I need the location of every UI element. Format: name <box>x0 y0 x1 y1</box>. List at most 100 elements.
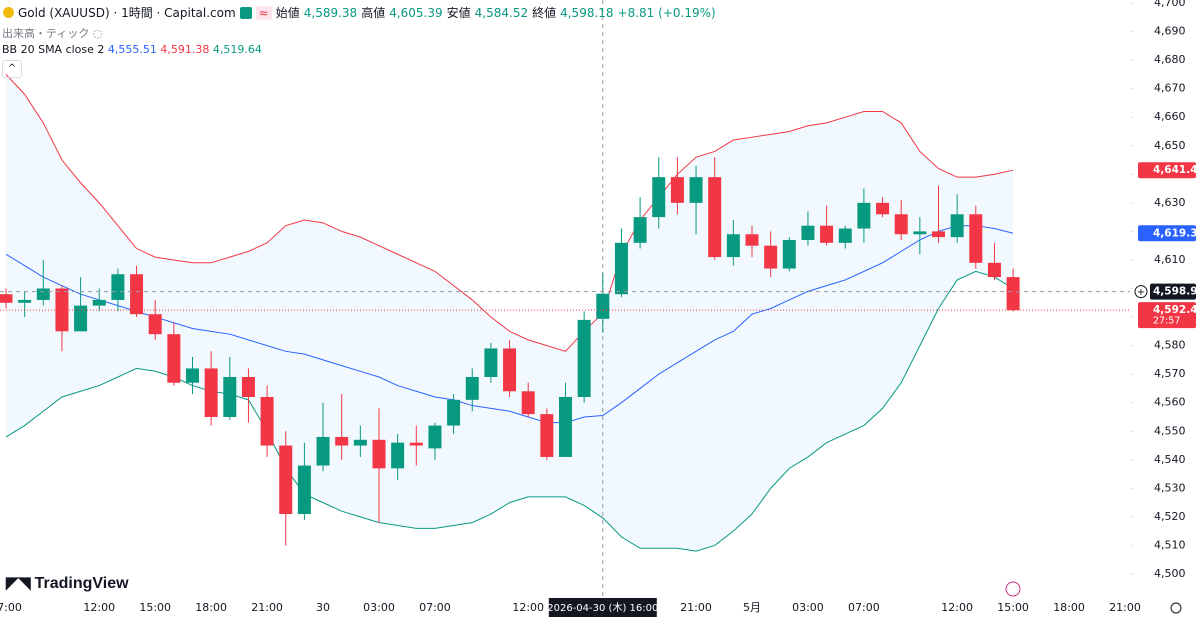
volume-label: 出来高・ティック <box>2 27 90 40</box>
eye-icon[interactable]: ◌ <box>92 27 103 40</box>
candle-body <box>1006 277 1020 311</box>
ohlc-label: 安値 <box>446 6 471 20</box>
candle-body <box>55 288 69 332</box>
candle-body <box>726 234 740 258</box>
price-label-box <box>1138 225 1196 242</box>
x-tick-label: 12:00 <box>83 601 115 614</box>
y-tick-label: 4,570 <box>1154 367 1186 380</box>
x-tick-label: 21:00 <box>680 601 712 614</box>
x-tick-label: 21:00 <box>1109 601 1141 614</box>
candle-body <box>130 274 144 315</box>
x-tick-label: 07:00 <box>848 601 880 614</box>
price-label: 4,598.91 <box>1153 286 1200 298</box>
x-tick-label: 03:00 <box>792 601 824 614</box>
x-tick-label: 21:00 <box>251 601 283 614</box>
candle-body <box>428 425 442 449</box>
logo-text: TradingView <box>34 575 129 592</box>
candle-body <box>764 245 778 269</box>
ohlc-label: 始値 <box>275 6 300 20</box>
candle-body <box>391 442 405 469</box>
alert-icon <box>1005 581 1021 597</box>
candle-body <box>223 377 237 417</box>
candle-body <box>279 445 293 515</box>
crosshair-x-box <box>548 598 657 617</box>
change: +8.81 (+0.19%) <box>617 5 716 20</box>
y-tick-label: 4,660 <box>1154 110 1186 123</box>
candle-body <box>540 414 554 457</box>
status-badge <box>239 6 252 19</box>
indicator-value: 4,519.64 <box>212 43 262 56</box>
add-button <box>1134 285 1148 299</box>
ohlc-label: 高値 <box>361 6 386 20</box>
x-tick-label: 12:00 <box>941 601 973 614</box>
ohlc-value: 4,584.52 <box>474 5 529 20</box>
price-label: 4,619.34 <box>1153 227 1200 239</box>
volume-legend[interactable]: 出来高・ティック ◌ <box>2 25 102 41</box>
candle-body <box>876 202 890 215</box>
x-tick-label: 30 <box>316 601 330 614</box>
y-tick-label: 4,650 <box>1154 139 1186 152</box>
x-tick-label: 18:00 <box>1053 601 1085 614</box>
candle-body <box>74 305 88 332</box>
band-fill <box>6 74 1014 552</box>
y-tick-label: 4,500 <box>1154 567 1186 580</box>
y-tick-label: 4,550 <box>1154 424 1186 437</box>
crosshair-x-label: 2026-04-30 (木) 16:00 <box>547 602 658 614</box>
x-tick-label: 5月 <box>743 601 761 614</box>
candle-body <box>614 242 628 295</box>
ohlc-value: 4,605.39 <box>389 5 443 20</box>
indicator-legend[interactable]: BB 20 SMA close 2 4,555.51 4,591.38 4,51… <box>2 43 262 56</box>
y-tick-label: 4,580 <box>1154 339 1186 352</box>
y-tick-label: 4,670 <box>1154 82 1186 95</box>
candle-body <box>335 436 349 446</box>
candle-body <box>111 274 125 300</box>
countdown: 27:57 <box>1153 316 1180 327</box>
candle-body <box>18 299 32 303</box>
x-tick-label: 15:00 <box>997 601 1029 614</box>
y-tick-label: 4,510 <box>1154 538 1186 551</box>
candle-body <box>838 228 852 243</box>
y-tick-label: 4,630 <box>1154 196 1186 209</box>
x-tick-label: 12:00 <box>512 601 544 614</box>
candle-body <box>204 368 218 417</box>
y-tick-label: 4,530 <box>1154 481 1186 494</box>
candle-body <box>372 439 386 469</box>
badge: ≈ <box>255 5 272 20</box>
candle-body <box>353 439 367 446</box>
y-tick-label: 4,680 <box>1154 53 1186 66</box>
candle-body <box>577 319 591 397</box>
candle-body <box>36 288 50 300</box>
candle-body <box>186 368 199 383</box>
candle-body <box>409 442 423 446</box>
candle-body <box>987 262 1001 278</box>
collapse-button[interactable]: ^ <box>2 60 22 78</box>
price-label-box <box>1150 283 1196 300</box>
candle-body <box>745 234 759 246</box>
x-tick-label: 18:00 <box>195 601 227 614</box>
candle-body <box>708 177 722 258</box>
candle-body <box>857 202 871 229</box>
x-tick-label: 07:00 <box>0 601 22 614</box>
indicator-name: BB 20 SMA close 2 <box>2 43 105 56</box>
settings-icon[interactable] <box>1170 602 1182 614</box>
candle-body <box>596 293 610 319</box>
candle-body <box>782 239 796 269</box>
x-tick-label: 15:00 <box>139 601 171 614</box>
candle-body <box>670 177 684 203</box>
header: Gold (XAUUSD) · 1時間 · Capital.com ≈ 始値 4,… <box>0 4 716 21</box>
price-label: 4,592.42 <box>1153 304 1200 316</box>
candle-body <box>241 377 255 397</box>
candle-body <box>894 214 908 235</box>
symbol[interactable]: Gold (XAUUSD) · 1時間 · Capital.com <box>18 6 236 20</box>
candle-body <box>503 348 517 392</box>
candle-body <box>913 231 927 235</box>
price-label-box <box>1138 302 1196 329</box>
candle-body <box>447 399 461 426</box>
candle-body <box>167 334 181 383</box>
ohlc-label: 終値 <box>532 6 557 20</box>
candle-body <box>316 436 330 466</box>
x-tick-label: 03:00 <box>363 601 395 614</box>
add-icon: + <box>1137 287 1145 298</box>
ohlc-value: 4,589.38 <box>303 5 358 20</box>
